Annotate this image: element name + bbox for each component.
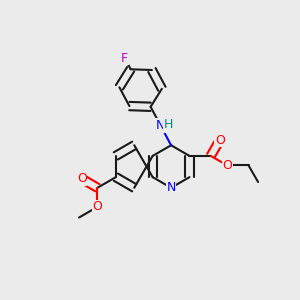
Text: N: N bbox=[156, 119, 165, 132]
Text: O: O bbox=[77, 172, 87, 185]
Text: O: O bbox=[92, 200, 102, 213]
Text: H: H bbox=[164, 118, 173, 131]
Text: F: F bbox=[121, 52, 128, 64]
Text: N: N bbox=[167, 181, 176, 194]
Text: O: O bbox=[215, 134, 225, 147]
Text: O: O bbox=[222, 159, 232, 172]
